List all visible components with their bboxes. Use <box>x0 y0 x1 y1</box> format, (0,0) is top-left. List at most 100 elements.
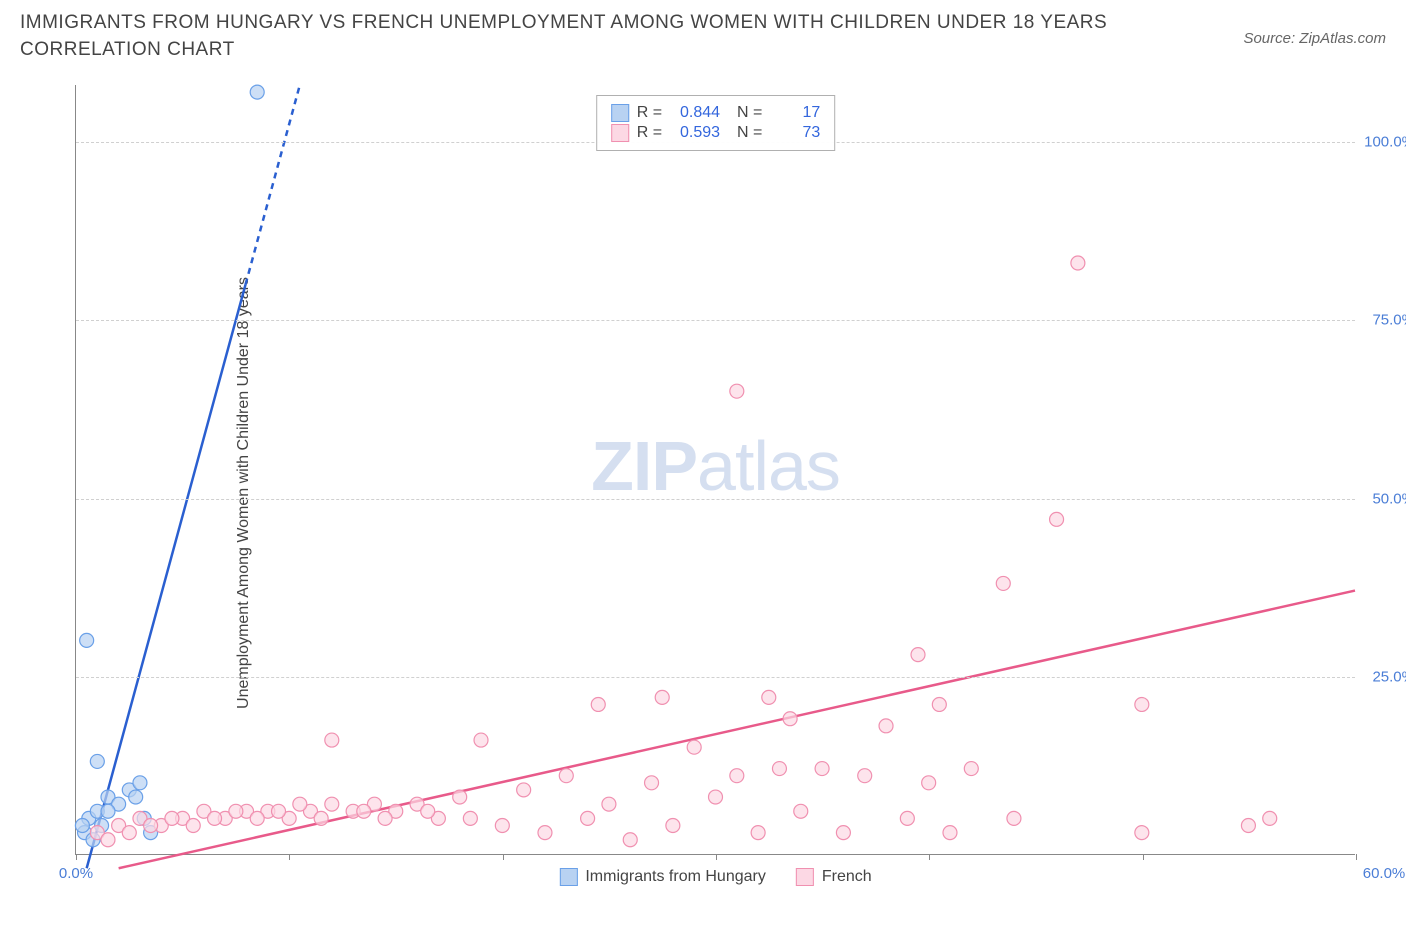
data-point <box>250 85 264 99</box>
data-point <box>1007 811 1021 825</box>
legend-n-value: 73 <box>770 124 820 142</box>
data-point <box>90 754 104 768</box>
data-point <box>581 811 595 825</box>
data-point <box>655 690 669 704</box>
gridline <box>76 677 1355 678</box>
data-point <box>325 797 339 811</box>
data-point <box>250 811 264 825</box>
y-tick-label: 100.0% <box>1364 134 1406 151</box>
data-point <box>730 384 744 398</box>
legend-stat-row: R =0.844 N =17 <box>611 104 821 122</box>
data-point <box>101 833 115 847</box>
gridline <box>76 320 1355 321</box>
trend-line-dashed <box>246 85 300 284</box>
data-point <box>229 804 243 818</box>
gridline <box>76 499 1355 500</box>
x-tick-mark <box>1356 854 1357 860</box>
chart-container: Unemployment Among Women with Children U… <box>20 75 1386 910</box>
plot-svg <box>76 85 1355 854</box>
data-point <box>293 797 307 811</box>
legend-r-label: R = <box>637 124 662 142</box>
data-point <box>357 804 371 818</box>
legend-series-label: French <box>822 868 872 886</box>
legend-stats: R =0.844 N =17R =0.593 N =73 <box>596 95 836 151</box>
x-tick-label: 60.0% <box>1363 865 1406 882</box>
x-tick-mark <box>716 854 717 860</box>
legend-n-value: 17 <box>770 104 820 122</box>
data-point <box>165 811 179 825</box>
legend-series-label: Immigrants from Hungary <box>585 868 766 886</box>
data-point <box>1071 256 1085 270</box>
data-point <box>1135 826 1149 840</box>
data-point <box>325 733 339 747</box>
x-tick-label: 0.0% <box>59 865 93 882</box>
data-point <box>964 762 978 776</box>
legend-bottom-item: Immigrants from Hungary <box>559 868 766 886</box>
data-point <box>996 576 1010 590</box>
legend-stat-row: R = 0.593 N = 73 <box>611 124 821 142</box>
data-point <box>559 769 573 783</box>
data-point <box>474 733 488 747</box>
data-point <box>922 776 936 790</box>
data-point <box>129 790 143 804</box>
data-point <box>709 790 723 804</box>
legend-bottom-item: French <box>796 868 872 886</box>
data-point <box>1050 512 1064 526</box>
data-point <box>623 833 637 847</box>
data-point <box>602 797 616 811</box>
data-point <box>858 769 872 783</box>
data-point <box>517 783 531 797</box>
data-point <box>772 762 786 776</box>
legend-r-value: 0.593 <box>670 124 720 142</box>
data-point <box>453 790 467 804</box>
data-point <box>879 719 893 733</box>
data-point <box>836 826 850 840</box>
data-point <box>591 697 605 711</box>
trend-line <box>87 284 246 868</box>
data-point <box>144 819 158 833</box>
data-point <box>421 804 435 818</box>
chart-title: IMMIGRANTS FROM HUNGARY VS FRENCH UNEMPL… <box>20 10 1120 63</box>
data-point <box>1135 697 1149 711</box>
y-tick-label: 75.0% <box>1372 312 1406 329</box>
source-label: Source: ZipAtlas.com <box>1243 30 1386 47</box>
data-point <box>645 776 659 790</box>
data-point <box>538 826 552 840</box>
data-point <box>815 762 829 776</box>
data-point <box>911 648 925 662</box>
data-point <box>943 826 957 840</box>
data-point <box>208 811 222 825</box>
legend-swatch <box>559 868 577 886</box>
data-point <box>730 769 744 783</box>
data-point <box>378 811 392 825</box>
data-point <box>101 804 115 818</box>
plot-area: ZIPatlas R =0.844 N =17R =0.593 N =73 Im… <box>75 85 1355 855</box>
x-tick-mark <box>929 854 930 860</box>
trend-line <box>119 591 1355 869</box>
legend-swatch <box>611 124 629 142</box>
data-point <box>783 712 797 726</box>
legend-swatch <box>611 104 629 122</box>
data-point <box>687 740 701 754</box>
x-tick-mark <box>1143 854 1144 860</box>
data-point <box>122 826 136 840</box>
x-tick-mark <box>76 854 77 860</box>
data-point <box>314 811 328 825</box>
data-point <box>80 633 94 647</box>
legend-n-label: N = <box>728 104 762 122</box>
data-point <box>272 804 286 818</box>
y-tick-label: 25.0% <box>1372 668 1406 685</box>
data-point <box>1263 811 1277 825</box>
data-point <box>75 819 89 833</box>
data-point <box>186 819 200 833</box>
data-point <box>794 804 808 818</box>
data-point <box>762 690 776 704</box>
data-point <box>900 811 914 825</box>
legend-n-label: N = <box>728 124 762 142</box>
x-tick-mark <box>503 854 504 860</box>
legend-bottom: Immigrants from Hungary French <box>559 868 871 886</box>
data-point <box>495 819 509 833</box>
x-tick-mark <box>289 854 290 860</box>
legend-r-label: R = <box>637 104 662 122</box>
data-point <box>133 776 147 790</box>
